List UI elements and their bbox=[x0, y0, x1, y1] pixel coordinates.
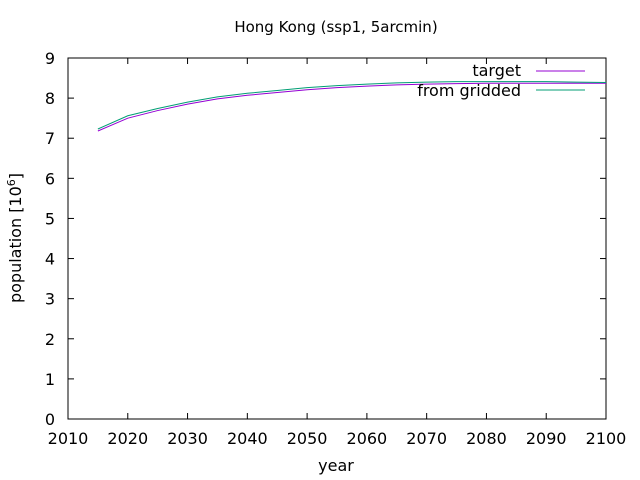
y-tick-label: 2 bbox=[45, 330, 55, 349]
y-tick-label: 4 bbox=[45, 250, 55, 269]
series-line-from-gridded bbox=[97, 81, 607, 130]
axis-ticks bbox=[67, 57, 607, 420]
y-tick-label: 6 bbox=[45, 169, 55, 188]
y-axis-label: population [106] bbox=[5, 173, 25, 303]
legend-label-target: target bbox=[472, 61, 521, 80]
x-tick-label: 2090 bbox=[526, 429, 567, 448]
y-axis-label-suffix: ] bbox=[6, 173, 25, 179]
y-tick-label: 9 bbox=[45, 49, 55, 68]
y-tick-label: 8 bbox=[45, 89, 55, 108]
x-tick-label: 2100 bbox=[586, 429, 627, 448]
y-tick-label: 5 bbox=[45, 209, 55, 228]
y-tick-label: 3 bbox=[45, 290, 55, 309]
x-axis-label: year bbox=[318, 456, 354, 475]
plot-frame bbox=[67, 57, 607, 420]
y-tick-label: 0 bbox=[45, 410, 55, 429]
x-tick-label: 2020 bbox=[107, 429, 148, 448]
x-tick-labels: 2010 2020 2030 2040 2050 2060 2070 2080 2090 2100 bbox=[48, 429, 627, 448]
x-tick-label: 2010 bbox=[48, 429, 89, 448]
x-tick-label: 2060 bbox=[347, 429, 388, 448]
x-tick-label: 2070 bbox=[406, 429, 447, 448]
x-tick-label: 2030 bbox=[167, 429, 208, 448]
y-tick-label: 7 bbox=[45, 129, 55, 148]
legend-label-from-gridded: from gridded bbox=[417, 81, 521, 100]
chart-title: Hong Kong (ssp1, 5arcmin) bbox=[234, 18, 437, 36]
series-lines bbox=[97, 81, 607, 132]
y-tick-labels: 0 1 2 3 4 5 6 7 8 9 bbox=[45, 49, 55, 429]
legend: target from gridded bbox=[417, 61, 585, 100]
y-axis-label-prefix: population [10 bbox=[6, 186, 25, 303]
y-tick-label: 1 bbox=[45, 370, 55, 389]
x-tick-label: 2080 bbox=[466, 429, 507, 448]
x-tick-label: 2050 bbox=[287, 429, 328, 448]
series-line-target bbox=[97, 82, 606, 132]
x-tick-label: 2040 bbox=[227, 429, 268, 448]
y-axis-label-exponent: 6 bbox=[5, 179, 18, 186]
